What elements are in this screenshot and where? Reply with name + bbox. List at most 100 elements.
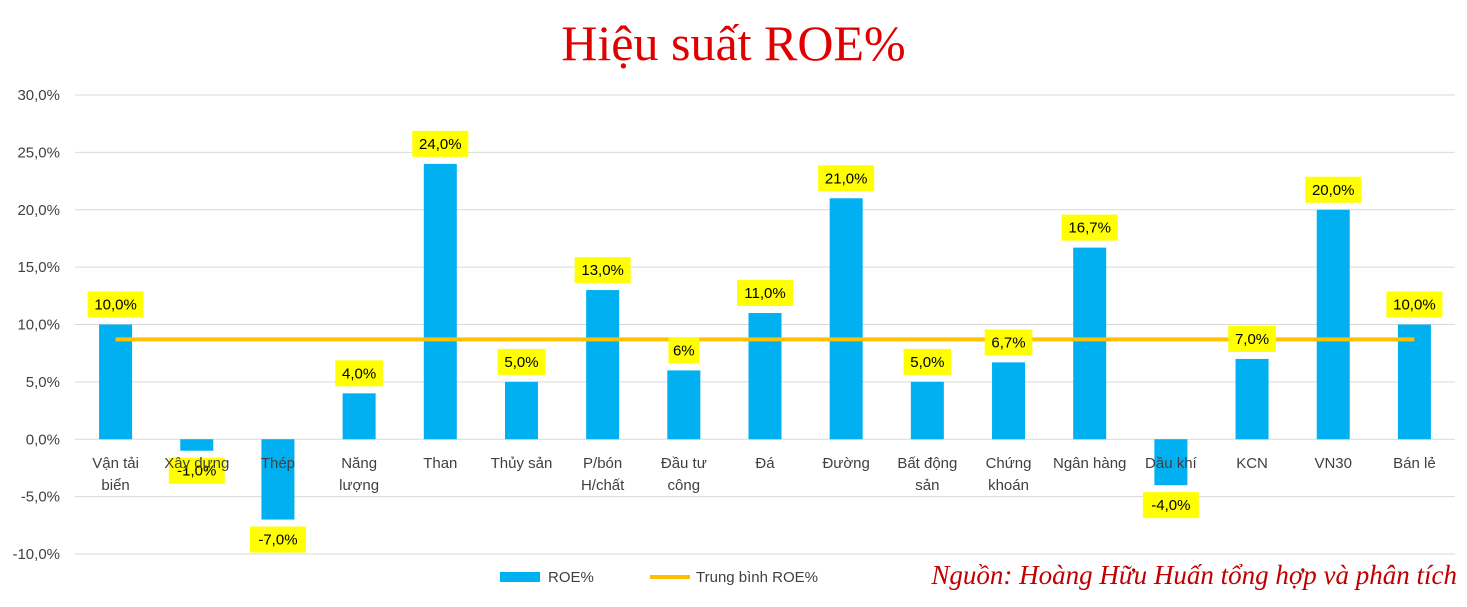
data-label-box (87, 291, 144, 318)
bar (342, 393, 376, 440)
data-label: 4,0% (342, 365, 376, 382)
category-label-line: Ngân hàng (1053, 455, 1126, 472)
bar (1154, 439, 1188, 486)
category-label: Bất động sản (897, 455, 957, 494)
data-label-box (168, 457, 225, 484)
category-label-line: VN30 (1314, 455, 1352, 472)
category-label: Xây dựng (164, 455, 229, 472)
data-labels: 10,0% -1,0% -7,0% 4,0% 24,0% 5,0% 13,0% 6% 11,0%… (87, 130, 1443, 553)
bar (1235, 358, 1269, 440)
category-label-line: khoán (988, 477, 1029, 494)
data-label: 5,0% (504, 354, 538, 371)
bar (586, 290, 620, 440)
category-label-line: Thủy sản (491, 455, 553, 472)
data-label: 6,7% (991, 334, 1025, 351)
y-tick-label: 20,0% (17, 202, 60, 219)
bar (1397, 324, 1431, 440)
category-label-line: Chứng (986, 455, 1032, 472)
bars (99, 163, 1431, 520)
category-label-line: lượng (339, 477, 379, 494)
chart-title: Hiệu suất ROE% (561, 15, 906, 71)
data-label: 6% (673, 342, 695, 359)
legend: ROE% Trung bình ROE% (500, 569, 818, 586)
data-label: 11,0% (744, 285, 785, 302)
y-tick-label: 10,0% (17, 317, 60, 334)
bar (667, 370, 701, 440)
category-label: Năng lượng (339, 455, 379, 494)
bar (180, 439, 214, 451)
data-label: 20,0% (1312, 182, 1355, 199)
data-label: -7,0% (258, 532, 297, 549)
category-label-line: P/bón (583, 455, 622, 472)
bar (910, 381, 944, 440)
bar (99, 324, 133, 440)
category-label: Chứng khoán (986, 455, 1032, 494)
category-label: Bán lẻ (1393, 455, 1436, 472)
category-label: Ngân hàng (1053, 455, 1126, 472)
legend-label-average: Trung bình ROE% (696, 569, 818, 586)
bar (1073, 247, 1107, 440)
legend-swatch-roe (500, 572, 540, 582)
category-label: Đá (755, 455, 775, 472)
category-label-line: KCN (1236, 455, 1268, 472)
data-label: 10,0% (1393, 297, 1436, 314)
data-label: 7,0% (1235, 331, 1269, 348)
bar (829, 198, 863, 440)
y-tick-label: 15,0% (17, 259, 60, 276)
category-label-line: Bán lẻ (1393, 455, 1436, 472)
bar (992, 362, 1026, 440)
category-label-line: Bất động (897, 455, 957, 472)
category-label-line: Thép (261, 455, 295, 472)
data-label: 16,7% (1068, 220, 1111, 237)
y-tick-label: -5,0% (21, 489, 60, 506)
category-label-line: Dầu khí (1145, 455, 1198, 472)
category-label: P/bón H/chất (581, 455, 625, 494)
data-label-box (984, 329, 1033, 356)
data-label-box (412, 130, 469, 157)
data-label-box (1228, 325, 1276, 352)
category-label: Thép (261, 455, 295, 472)
data-label-box (497, 348, 546, 375)
y-tick-label: -10,0% (12, 546, 60, 563)
data-label-box (737, 280, 793, 307)
bar (1316, 209, 1350, 440)
category-label: Dầu khí (1145, 455, 1198, 472)
data-label: 21,0% (825, 170, 868, 187)
data-label: 5,0% (910, 354, 944, 371)
category-label-line: công (668, 477, 701, 494)
category-label: Vận tải biển (92, 455, 139, 494)
data-label-box (1142, 492, 1199, 519)
category-label-line: Vận tải (92, 455, 139, 472)
category-label-line: Đầu tư (661, 455, 707, 472)
bar (748, 313, 782, 440)
data-label-box (249, 526, 306, 553)
y-tick-label: 0,0% (26, 431, 60, 448)
data-label-box (818, 165, 875, 192)
data-label-box (1386, 291, 1443, 318)
y-tick-label: 30,0% (17, 87, 60, 104)
data-label-box (1061, 214, 1118, 241)
category-label-line: H/chất (581, 477, 625, 494)
category-label-line: sản (915, 477, 939, 494)
legend-label-roe: ROE% (548, 569, 594, 586)
y-tick-label: 25,0% (17, 144, 60, 161)
category-label: Thủy sản (491, 455, 553, 472)
category-label: Đường (822, 455, 869, 472)
data-label-box (1305, 176, 1362, 203)
data-label: 24,0% (419, 136, 462, 153)
data-label: 10,0% (94, 297, 137, 314)
y-tick-label: 5,0% (26, 374, 60, 391)
data-label-box (668, 337, 700, 364)
data-label: 13,0% (581, 262, 624, 279)
category-label: Đầu tư công (661, 455, 707, 494)
data-label: -4,0% (1151, 497, 1190, 514)
category-label-line: biển (101, 477, 129, 494)
category-label-line: Xây dựng (164, 455, 229, 472)
source-note: Nguồn: Hoàng Hữu Huấn tổng hợp và phân t… (931, 560, 1457, 590)
category-labels: Vận tải biển Xây dựng Thép Năng lượng Than Thủy… (92, 455, 1435, 494)
data-label-box (574, 257, 631, 284)
category-label-line: Đá (755, 455, 775, 472)
category-label: Than (423, 455, 457, 472)
category-label-line: Than (423, 455, 457, 472)
